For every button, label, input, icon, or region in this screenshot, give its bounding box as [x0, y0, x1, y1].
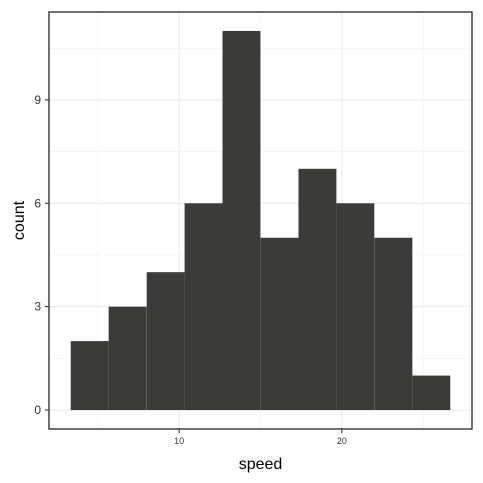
histogram-bar: [336, 203, 375, 411]
plot-panel: [48, 11, 473, 430]
y-tick-label: 0: [34, 403, 41, 417]
histogram-bars: [70, 30, 451, 411]
histogram-bar: [260, 237, 299, 411]
histogram-bar: [374, 237, 413, 411]
x-axis: 10 20: [174, 429, 347, 446]
histogram-bar: [412, 375, 451, 411]
histogram-bar: [108, 306, 147, 411]
histogram-bar: [184, 203, 223, 411]
x-axis-title: speed: [239, 456, 283, 473]
x-tick-label: 10: [174, 436, 184, 446]
y-tick-label: 9: [34, 93, 41, 107]
histogram-bar: [146, 272, 185, 411]
histogram-bar: [298, 168, 337, 411]
y-axis: 0 3 6 9: [34, 93, 49, 417]
y-tick-label: 3: [34, 300, 41, 314]
y-tick-label: 6: [34, 196, 41, 210]
y-axis-title: count: [11, 200, 28, 240]
x-tick-label: 20: [337, 436, 347, 446]
histogram-bar: [70, 341, 109, 411]
histogram-bar: [222, 30, 261, 411]
panel-border: [48, 11, 473, 430]
